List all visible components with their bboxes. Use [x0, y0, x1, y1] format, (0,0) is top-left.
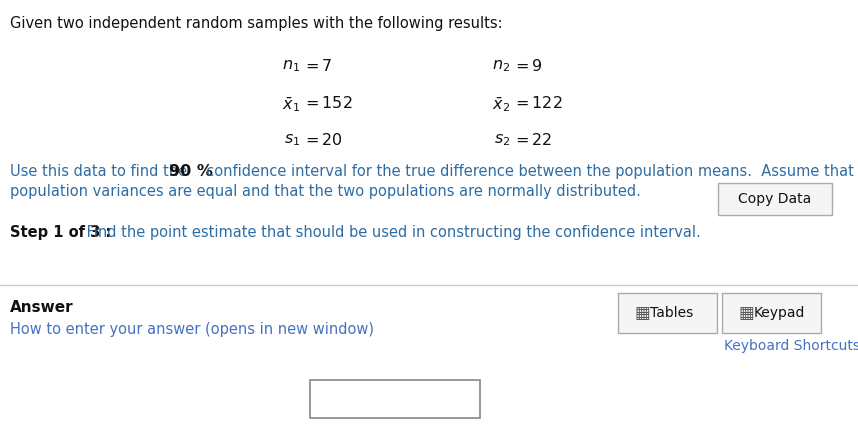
Text: Copy Data: Copy Data	[739, 192, 812, 206]
Text: $= 152$: $= 152$	[302, 95, 353, 111]
Text: Find the point estimate that should be used in constructing the confidence inter: Find the point estimate that should be u…	[82, 225, 701, 240]
Text: Tables: Tables	[650, 306, 693, 320]
Text: $= 7$: $= 7$	[302, 58, 332, 74]
Text: $s_1$: $s_1$	[284, 132, 300, 148]
Text: ▦: ▦	[634, 304, 650, 322]
Text: $\bar{x}_1$: $\bar{x}_1$	[282, 95, 300, 114]
FancyBboxPatch shape	[722, 293, 821, 333]
Text: ▦: ▦	[738, 304, 753, 322]
Text: Keyboard Shortcuts: Keyboard Shortcuts	[724, 339, 858, 353]
Text: Answer: Answer	[10, 300, 74, 315]
Text: $= 122$: $= 122$	[512, 95, 563, 111]
Text: How to enter your answer (opens in new window): How to enter your answer (opens in new w…	[10, 322, 374, 337]
FancyBboxPatch shape	[618, 293, 717, 333]
Text: $n_2$: $n_2$	[492, 58, 510, 74]
Text: $= 20$: $= 20$	[302, 132, 343, 148]
Text: confidence interval for the true difference between the population means.  Assum: confidence interval for the true differe…	[197, 164, 858, 179]
FancyBboxPatch shape	[310, 380, 480, 418]
FancyBboxPatch shape	[718, 183, 832, 215]
Text: Step 1 of 3 :: Step 1 of 3 :	[10, 225, 117, 240]
Text: Given two independent random samples with the following results:: Given two independent random samples wit…	[10, 16, 503, 31]
Text: $s_2$: $s_2$	[493, 132, 510, 148]
Text: $= 22$: $= 22$	[512, 132, 553, 148]
Text: Keypad: Keypad	[754, 306, 806, 320]
Text: Use this data to find the: Use this data to find the	[10, 164, 191, 179]
Text: population variances are equal and that the two populations are normally distrib: population variances are equal and that …	[10, 184, 641, 199]
Text: 90 %: 90 %	[169, 164, 213, 179]
Text: $= 9$: $= 9$	[512, 58, 542, 74]
Text: $n_1$: $n_1$	[282, 58, 300, 74]
Text: $\bar{x}_2$: $\bar{x}_2$	[492, 95, 510, 114]
